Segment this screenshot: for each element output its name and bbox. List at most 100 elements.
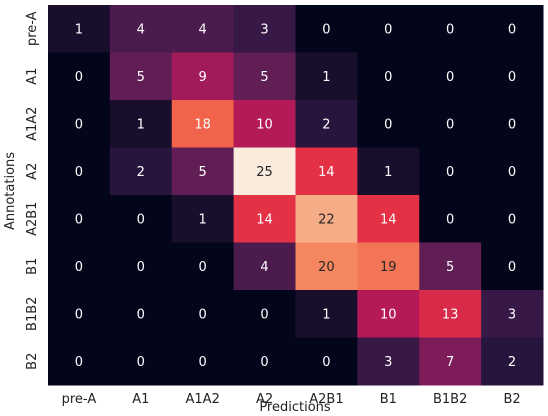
heatmap-cell xyxy=(419,290,482,338)
cell-value-label: 0 xyxy=(508,22,516,37)
cell-value-label: 0 xyxy=(199,260,207,275)
y-axis-label: Annotations xyxy=(3,152,18,230)
cell-value-label: 13 xyxy=(442,307,459,322)
cell-value-label: 0 xyxy=(75,307,83,322)
y-tick-label: A1 xyxy=(25,68,40,85)
cell-value-label: 0 xyxy=(508,117,516,132)
cell-value-label: 0 xyxy=(260,307,268,322)
cell-value-label: 10 xyxy=(380,307,397,322)
cell-value-label: 0 xyxy=(75,260,83,275)
heatmap-cell xyxy=(48,147,111,196)
heatmap-cell xyxy=(481,147,544,196)
heatmap-cell xyxy=(171,147,235,196)
heatmap-cell xyxy=(481,337,544,386)
heatmap-cell xyxy=(419,337,482,386)
heatmap-cell xyxy=(419,100,482,148)
x-tick-label: B1 xyxy=(380,392,397,407)
heatmap-cell xyxy=(295,147,358,196)
heatmap-cell xyxy=(233,147,296,196)
heatmap-cell xyxy=(109,52,173,101)
heatmap-cell xyxy=(109,195,173,243)
cell-value-label: 0 xyxy=(384,117,392,132)
heatmap-cell xyxy=(233,337,296,386)
heatmap-cell xyxy=(109,5,173,53)
heatmap-cell xyxy=(171,337,235,386)
cell-value-label: 14 xyxy=(318,165,335,180)
cell-value-label: 10 xyxy=(256,117,273,132)
heatmap-cell xyxy=(233,290,296,338)
cell-value-label: 3 xyxy=(384,355,392,370)
heatmap-cell xyxy=(109,290,173,338)
cell-value-label: 0 xyxy=(75,70,83,85)
heatmap-cell xyxy=(357,100,420,148)
heatmap-cell xyxy=(48,337,111,386)
cell-value-label: 3 xyxy=(260,22,268,37)
cell-value-label: 0 xyxy=(199,355,207,370)
cell-value-label: 0 xyxy=(199,307,207,322)
heatmap-cell xyxy=(48,52,111,101)
heatmap-cell xyxy=(419,195,482,243)
heatmap-cell xyxy=(481,195,544,243)
cell-value-label: 0 xyxy=(75,212,83,227)
cell-value-label: 2 xyxy=(508,355,516,370)
y-tick-label: A1A2 xyxy=(25,107,40,141)
cell-value-label: 4 xyxy=(199,22,207,37)
cell-value-label: 1 xyxy=(75,22,83,37)
cell-value-label: 4 xyxy=(137,22,145,37)
heatmap-cell xyxy=(171,290,235,338)
cell-value-label: 3 xyxy=(508,307,516,322)
x-tick-label: A1 xyxy=(132,392,149,407)
heatmap-cell xyxy=(357,195,420,243)
heatmap-cell xyxy=(295,337,358,386)
cell-value-label: 0 xyxy=(446,22,454,37)
heatmap-cell xyxy=(233,52,296,101)
heatmap-cell xyxy=(48,195,111,243)
heatmap-cell xyxy=(419,147,482,196)
heatmap-cell xyxy=(233,5,296,53)
cell-value-label: 1 xyxy=(199,212,207,227)
cell-value-label: 0 xyxy=(137,355,145,370)
cell-value-label: 20 xyxy=(318,260,335,275)
heatmap-cell xyxy=(481,5,544,53)
cell-value-label: 1 xyxy=(322,307,330,322)
heatmap-cell xyxy=(419,242,482,291)
heatmap-cell xyxy=(171,52,235,101)
heatmap-cell xyxy=(109,337,173,386)
cell-value-label: 0 xyxy=(322,355,330,370)
heatmap-cell xyxy=(48,242,111,291)
heatmap-cell xyxy=(295,100,358,148)
cell-value-label: 0 xyxy=(260,355,268,370)
cell-value-label: 0 xyxy=(137,212,145,227)
heatmap-cell xyxy=(357,290,420,338)
y-tick-labels: pre-A A1 A1A2 A2 A2B1 B1 B1B2 B2 xyxy=(25,11,40,370)
heatmap-cell xyxy=(419,52,482,101)
heatmap-cell xyxy=(295,290,358,338)
cell-value-label: 14 xyxy=(256,212,273,227)
cell-value-label: 2 xyxy=(322,117,330,132)
heatmap-cell xyxy=(171,195,235,243)
cell-value-label: 5 xyxy=(199,165,207,180)
cell-value-label: 1 xyxy=(384,165,392,180)
cell-value-label: 0 xyxy=(446,165,454,180)
heatmap-cell xyxy=(295,242,358,291)
cell-value-label: 0 xyxy=(137,260,145,275)
heatmap-cell xyxy=(48,5,111,53)
cell-value-label: 7 xyxy=(446,355,454,370)
cell-value-label: 22 xyxy=(318,212,335,227)
cell-value-label: 2 xyxy=(137,165,145,180)
heatmap-cell xyxy=(233,242,296,291)
cell-value-label: 0 xyxy=(75,117,83,132)
heatmap-cell xyxy=(233,100,296,148)
cell-value-label: 25 xyxy=(256,165,273,180)
cell-value-label: 0 xyxy=(508,70,516,85)
x-tick-label: A2B1 xyxy=(309,392,343,407)
heatmap-cell xyxy=(419,5,482,53)
heatmap-cell xyxy=(48,100,111,148)
x-tick-label: B2 xyxy=(503,392,520,407)
heatmap-cell xyxy=(233,195,296,243)
cell-value-label: 0 xyxy=(508,212,516,227)
heatmap-cell xyxy=(109,147,173,196)
heatmap-cell xyxy=(481,52,544,101)
y-tick-label: B1B2 xyxy=(25,297,40,331)
